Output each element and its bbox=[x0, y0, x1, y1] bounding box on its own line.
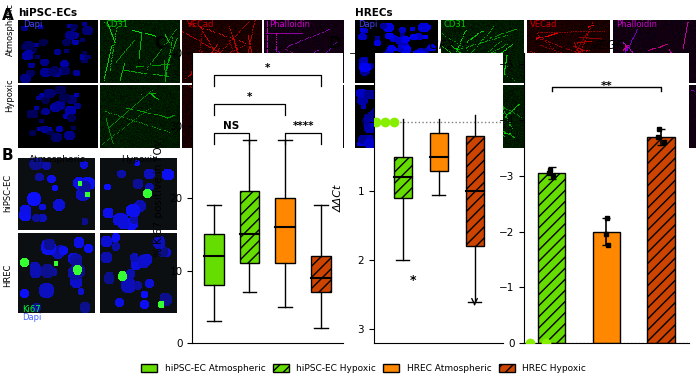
Text: HREC: HREC bbox=[3, 263, 13, 287]
Text: hiPSC-EC: hiPSC-EC bbox=[3, 174, 13, 212]
Text: ****: **** bbox=[292, 121, 314, 131]
Bar bbox=[311, 256, 331, 292]
Text: VECad: VECad bbox=[187, 20, 215, 29]
Text: Hypoxic: Hypoxic bbox=[6, 78, 15, 112]
Text: CD31: CD31 bbox=[444, 20, 467, 29]
Text: Atmospheric: Atmospheric bbox=[29, 155, 85, 164]
Bar bbox=[466, 136, 484, 247]
Text: Hypoxic: Hypoxic bbox=[121, 155, 157, 164]
Bar bbox=[240, 191, 259, 263]
Text: Dapi: Dapi bbox=[358, 20, 377, 29]
Text: *: * bbox=[410, 274, 417, 287]
Text: D: D bbox=[329, 35, 341, 51]
Y-axis label: % Ki67 positive in FOV: % Ki67 positive in FOV bbox=[154, 139, 164, 257]
Text: Atmospheric: Atmospheric bbox=[6, 3, 15, 56]
Bar bbox=[647, 137, 675, 343]
Text: C: C bbox=[154, 35, 166, 51]
Text: Ki67: Ki67 bbox=[22, 305, 41, 314]
Text: **: ** bbox=[600, 81, 612, 91]
Text: B: B bbox=[2, 148, 13, 163]
Text: HRECs: HRECs bbox=[355, 8, 393, 18]
Text: VECad: VECad bbox=[530, 20, 557, 29]
Y-axis label: ΔΔCt: ΔΔCt bbox=[333, 184, 343, 212]
Text: Dapi: Dapi bbox=[23, 20, 43, 29]
Bar bbox=[593, 232, 620, 343]
Text: CD31: CD31 bbox=[105, 20, 128, 29]
Bar bbox=[394, 157, 412, 198]
Legend: hiPSC-EC Atmospheric, hiPSC-EC Hypoxic, HREC Atmospheric, HREC Hypoxic: hiPSC-EC Atmospheric, hiPSC-EC Hypoxic, … bbox=[138, 360, 589, 376]
Bar bbox=[538, 173, 565, 343]
Text: *: * bbox=[247, 92, 252, 102]
Title: FGF2: FGF2 bbox=[423, 39, 454, 52]
Text: *: * bbox=[265, 63, 270, 73]
Bar bbox=[275, 198, 295, 263]
Bar bbox=[430, 133, 447, 171]
Bar bbox=[204, 234, 224, 285]
Text: Dapi: Dapi bbox=[22, 313, 41, 322]
Text: Phalloidin: Phalloidin bbox=[616, 20, 657, 29]
Text: NS: NS bbox=[224, 121, 240, 131]
Text: hiPSC-ECs: hiPSC-ECs bbox=[18, 8, 77, 18]
Text: Phalloidin: Phalloidin bbox=[269, 20, 310, 29]
Title: VEGF: VEGF bbox=[590, 39, 623, 52]
Text: A: A bbox=[2, 8, 14, 23]
